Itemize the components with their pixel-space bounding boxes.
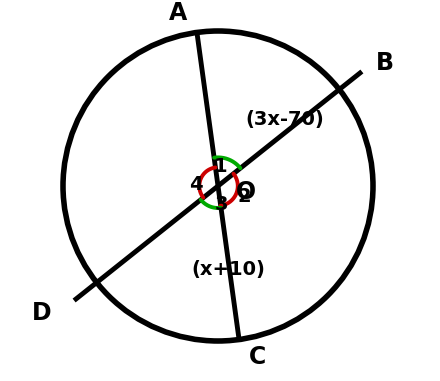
Text: A: A — [169, 1, 187, 25]
Text: O: O — [236, 180, 256, 204]
Text: D: D — [32, 301, 52, 325]
Text: 4: 4 — [189, 174, 203, 194]
Text: 3: 3 — [214, 195, 228, 215]
Text: C: C — [249, 345, 267, 369]
Text: 1: 1 — [214, 157, 228, 176]
Text: (3x-70): (3x-70) — [246, 109, 324, 128]
Text: (x+10): (x+10) — [191, 259, 265, 279]
Text: 2: 2 — [237, 187, 251, 207]
Text: B: B — [376, 51, 394, 75]
